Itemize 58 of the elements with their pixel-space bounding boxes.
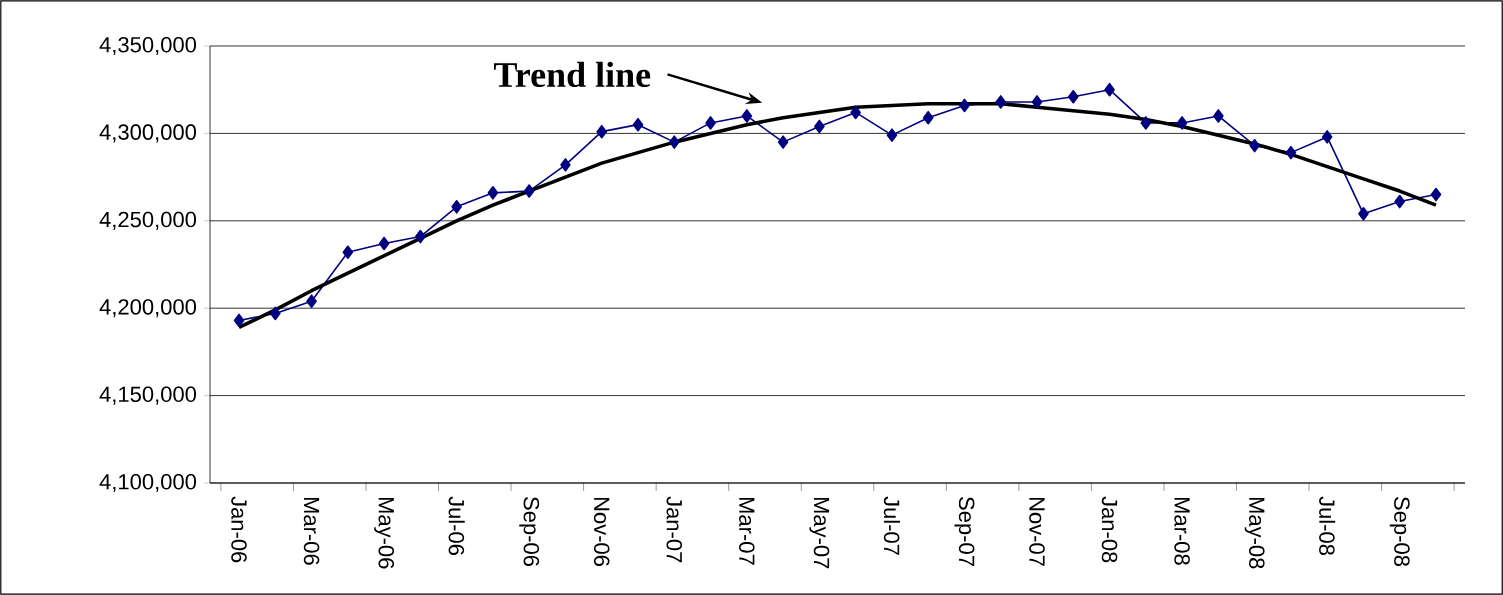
point [1104, 82, 1115, 97]
x-tick-label: Nov-07 [1029, 497, 1045, 566]
x-tick-label: Jul-08 [1319, 496, 1336, 555]
point [415, 229, 426, 244]
point [560, 158, 571, 172]
point [886, 128, 898, 142]
x-tick-label: May-08 [1244, 497, 1265, 569]
x-tick-label: Jul-07 [883, 496, 900, 555]
y-tick-label: 4,150,000 [99, 386, 197, 405]
point [487, 186, 499, 200]
x-tick-label: Nov-06 [593, 497, 610, 566]
point [850, 105, 861, 120]
x-tick-label: Jan-06 [231, 496, 247, 563]
point [1394, 194, 1406, 209]
x-tick-label: May-07 [809, 497, 830, 569]
y-tick-label: 4,100,000 [99, 473, 197, 493]
point [451, 200, 462, 214]
x-tick-label: Mar-08 [1174, 497, 1190, 565]
point [1031, 95, 1043, 109]
point [1176, 116, 1188, 130]
annotation: Trend line [494, 61, 651, 88]
point [959, 98, 970, 113]
point [668, 135, 680, 149]
x-tick-label: Sep-08 [1389, 497, 1410, 567]
y-tick-label: 4,200,000 [99, 299, 197, 318]
y-tick-label: 4,350,000 [99, 36, 197, 56]
point [306, 294, 317, 309]
point [922, 110, 934, 125]
point [741, 109, 753, 123]
point [1067, 89, 1079, 104]
x-tick-label: Mar-07 [739, 497, 755, 565]
x-tick-label: Mar-06 [303, 497, 320, 565]
y-tick-label: 4,250,000 [99, 211, 197, 230]
y-tick-label: 4,300,000 [99, 124, 197, 143]
point [378, 236, 390, 251]
point [1249, 138, 1260, 153]
point [1285, 145, 1297, 160]
point [1321, 130, 1333, 144]
point [1140, 116, 1152, 130]
point [632, 117, 644, 132]
point [1213, 109, 1224, 123]
x-tick-label: Sep-06 [519, 497, 540, 567]
x-tick-label: May-06 [374, 497, 395, 569]
point [1430, 187, 1442, 202]
x-tick-label: Jan-07 [666, 496, 683, 563]
point [705, 116, 716, 130]
x-tick-label: Sep-07 [954, 497, 975, 566]
point [995, 95, 1007, 109]
point [777, 135, 789, 149]
point [814, 119, 825, 134]
point [270, 306, 281, 321]
x-tick-label: Jan-08 [1101, 496, 1118, 563]
point [233, 313, 245, 328]
point [1358, 207, 1369, 221]
point [596, 124, 608, 139]
x-tick-label: Jul-06 [448, 496, 465, 555]
point [342, 245, 354, 260]
point [523, 184, 535, 198]
